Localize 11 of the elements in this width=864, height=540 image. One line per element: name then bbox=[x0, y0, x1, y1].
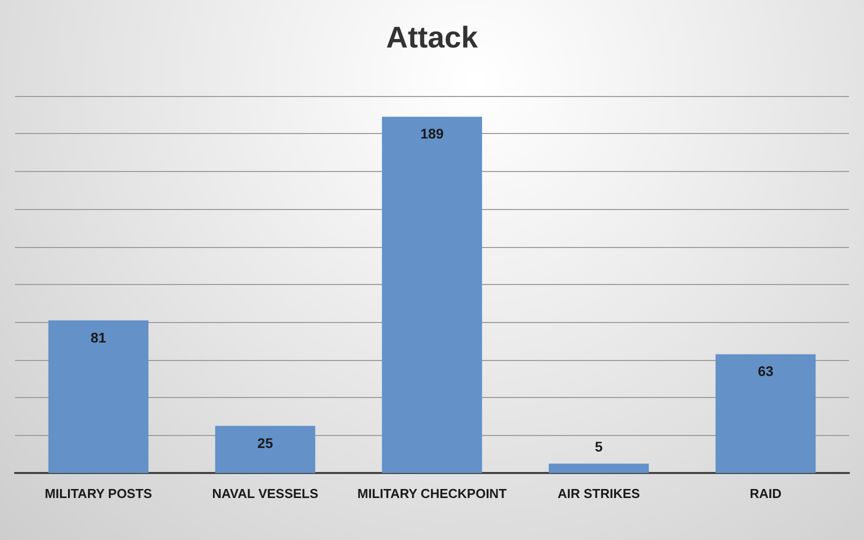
x-tick-label: MILITARY CHECKPOINT bbox=[357, 486, 507, 501]
x-tick-label: RAID bbox=[750, 486, 782, 501]
x-tick-label: MILITARY POSTS bbox=[44, 486, 152, 501]
data-label: 189 bbox=[420, 126, 444, 142]
data-label: 63 bbox=[758, 363, 774, 380]
data-label: 5 bbox=[594, 438, 603, 455]
chart-title: Attack bbox=[386, 22, 478, 54]
x-tick-label: AIR STRIKES bbox=[558, 486, 640, 501]
data-label: 25 bbox=[257, 434, 274, 451]
data-label: 81 bbox=[90, 329, 106, 346]
x-tick-label: NAVAL VESSELS bbox=[212, 486, 319, 501]
